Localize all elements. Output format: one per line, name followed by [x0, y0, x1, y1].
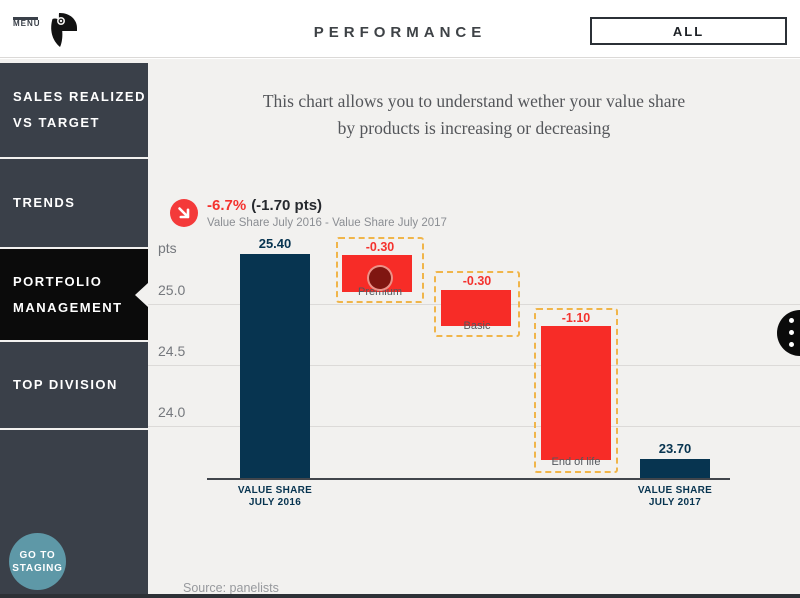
toucan-logo	[48, 12, 78, 48]
kpi-subtitle: Value Share July 2016 - Value Share July…	[207, 217, 447, 229]
all-filter-button[interactable]: ALL	[590, 17, 787, 45]
sidebar-nav: SALES REALIZED VS TARGET TRENDS PORTFOLI…	[0, 63, 148, 598]
bar-value-share-2016[interactable]	[240, 254, 310, 479]
kpi-percent: -6.7%	[207, 197, 247, 214]
sidebar-item-label: SALES REALIZED	[13, 89, 146, 104]
bar-value-label: -0.30	[462, 274, 492, 288]
category-label-basic: Basic	[463, 320, 491, 332]
bar-value-label: 23.70	[658, 441, 692, 456]
bottom-border-bar	[0, 594, 800, 598]
x-axis-label-line: JULY 2017	[648, 496, 702, 508]
kpi-value: -6.7% (-1.70 pts)	[207, 197, 322, 214]
sidebar-item-label: MANAGEMENT	[13, 299, 123, 315]
x-axis-label-line: JULY 2016	[248, 496, 302, 508]
page-title: PERFORMANCE	[313, 24, 487, 41]
category-label-premium: Premium	[357, 286, 402, 298]
chart-description-line2: by products is increasing or decreasing	[337, 118, 611, 138]
bar-value-share-2017[interactable]	[640, 459, 710, 479]
sidebar-item-label: PORTFOLIO	[13, 273, 103, 289]
y-axis-tick: 24.5	[158, 343, 186, 359]
menu-button[interactable]: MENU	[13, 17, 41, 28]
x-axis-label-line: VALUE SHARE	[637, 485, 713, 496]
chart-description: This chart allows you to understand weth…	[148, 88, 800, 142]
gridline	[148, 365, 800, 366]
chart-description-line1: This chart allows you to understand weth…	[262, 91, 686, 111]
source-caption: Source: panelists	[183, 581, 279, 595]
more-options-button[interactable]	[777, 310, 800, 356]
sidebar-item-label: TOP DIVISION	[13, 377, 118, 392]
category-label-end-of-life: End of life	[551, 456, 601, 468]
kpi-points: (-1.70 pts)	[251, 197, 323, 214]
go-to-staging-button[interactable]: GO TO STAGING	[9, 533, 66, 590]
menu-button-label: MENU	[13, 19, 41, 28]
bar-value-label: -1.10	[561, 311, 591, 325]
gridline	[148, 426, 800, 427]
bar-value-label: 25.40	[258, 236, 292, 251]
x-axis-label-2016: VALUE SHARE JULY 2016	[225, 485, 325, 508]
trend-down-icon	[170, 199, 198, 227]
x-axis-label-line: VALUE SHARE	[237, 485, 313, 496]
bar-basic[interactable]	[441, 290, 511, 326]
sidebar-item-sales-realized-vs-target[interactable]: SALES REALIZED VS TARGET	[0, 63, 148, 157]
y-axis-tick: 25.0	[158, 282, 186, 298]
sidebar-item-portfolio-management[interactable]: PORTFOLIO MANAGEMENT	[0, 249, 148, 340]
staging-button-label: GO TO	[19, 549, 56, 561]
bar-value-label: -0.30	[365, 240, 395, 254]
sidebar-item-label: TRENDS	[13, 195, 76, 210]
highlight-box-basic[interactable]: -0.30 Basic	[434, 271, 520, 337]
sidebar-item-label: VS TARGET	[13, 115, 100, 130]
staging-button-label: STAGING	[12, 562, 63, 574]
top-bar: MENU PERFORMANCE ALL	[0, 0, 800, 58]
sidebar-item-top-division[interactable]: TOP DIVISION	[0, 342, 148, 428]
highlight-box-end-of-life[interactable]: -1.10 End of life	[534, 308, 618, 473]
y-axis-tick: 24.0	[158, 404, 186, 420]
y-axis-unit-label: pts	[158, 240, 177, 256]
x-axis-baseline	[207, 478, 730, 480]
bar-end-of-life[interactable]	[541, 326, 611, 460]
sidebar-item-trends[interactable]: TRENDS	[0, 159, 148, 247]
cursor-click-indicator	[367, 265, 393, 291]
x-axis-label-2017: VALUE SHARE JULY 2017	[625, 485, 725, 508]
